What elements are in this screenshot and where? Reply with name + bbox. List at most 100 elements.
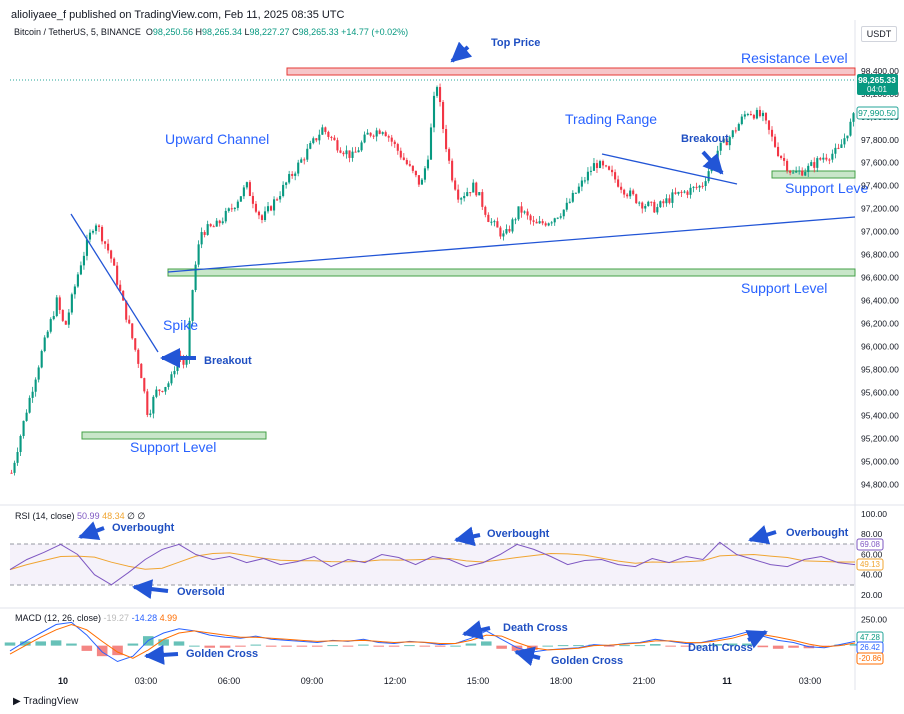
candle-body <box>523 211 526 213</box>
candle-body <box>623 189 626 195</box>
candle-body <box>245 182 248 188</box>
candle-body <box>73 286 76 295</box>
rsi-upper-band: ∅ <box>127 511 135 521</box>
candle-body <box>438 87 442 102</box>
candle-body <box>273 199 276 211</box>
candle-body <box>698 185 701 188</box>
candle-body <box>333 137 336 141</box>
breakout-trendline-left[interactable] <box>70 213 159 353</box>
candle-body <box>360 142 363 151</box>
macd-histogram-bar <box>603 645 615 647</box>
candle-body <box>837 147 840 149</box>
macd-histogram-bar <box>496 645 507 649</box>
price-tick-label: 95,800.00 <box>861 364 899 374</box>
candle-body <box>801 170 804 176</box>
candle-body <box>312 138 315 144</box>
candle-body <box>493 221 496 223</box>
candle-body <box>689 187 692 195</box>
candle-body <box>282 184 285 197</box>
candle-body <box>381 132 384 134</box>
candle-body <box>505 228 508 234</box>
candle-body <box>695 186 698 188</box>
macd-name: MACD (12, 26, close) <box>15 613 102 623</box>
candle-body <box>496 221 499 228</box>
candle-body <box>432 95 436 128</box>
price-tick-label: 95,600.00 <box>861 387 899 397</box>
macd-histogram-bar <box>265 645 277 647</box>
candle-body <box>113 258 116 266</box>
macd-golden-label-2: Golden Cross <box>551 655 623 667</box>
candle-body <box>472 182 475 193</box>
candle-body <box>107 243 110 251</box>
price-tick-label: 96,400.00 <box>861 296 899 306</box>
candle-body <box>810 162 813 166</box>
candle-body <box>354 151 357 153</box>
candle-body <box>230 208 233 210</box>
support-level-box-mid[interactable] <box>167 268 856 277</box>
candle-body <box>454 180 457 190</box>
candle-body <box>426 159 430 169</box>
trading-range-trendline[interactable] <box>601 153 738 185</box>
candle-body <box>626 194 629 197</box>
candle-body <box>445 129 448 150</box>
macd-histogram-bar <box>573 645 584 647</box>
candle-body <box>731 130 734 138</box>
currency-button[interactable]: USDT <box>861 26 897 42</box>
high-value: 98,265.34 <box>201 27 242 37</box>
candle-body <box>297 162 300 174</box>
publish-info: alioliyaee_f published on TradingView.co… <box>11 9 345 21</box>
macd-histogram-bar <box>465 643 477 646</box>
candle-body <box>149 413 152 415</box>
price-axis[interactable]: 98,400.0098,200.0098,000.0097,800.0097,6… <box>861 66 899 489</box>
candle-body <box>125 300 128 320</box>
resistance-level-box[interactable] <box>286 67 856 76</box>
support-level-box-left[interactable] <box>81 431 267 440</box>
candle-body <box>221 221 224 224</box>
macd-histogram-bar <box>434 645 446 647</box>
trading-range-label: Trading Range <box>565 111 657 127</box>
candle-body <box>583 180 586 182</box>
candle-body <box>541 221 544 224</box>
macd-histogram-bar <box>711 644 723 646</box>
tradingview-logo[interactable]: ▶ TradingView <box>13 696 78 707</box>
price-tick-label: 96,800.00 <box>861 250 899 260</box>
candle-body <box>420 179 423 185</box>
candle-body <box>58 297 61 310</box>
candle-body <box>580 180 583 187</box>
candle-body <box>396 144 399 151</box>
candle-body <box>743 114 746 117</box>
candle-body <box>520 206 523 213</box>
candle-body <box>152 396 155 414</box>
candle-body <box>13 462 16 473</box>
time-tick-label: 21:00 <box>633 676 656 686</box>
upward-channel-trendline[interactable] <box>167 216 856 273</box>
macd-histogram-bar <box>96 645 108 657</box>
candle-body <box>614 172 617 180</box>
rsi-line <box>9 541 856 586</box>
macd-histogram-bar <box>127 643 139 646</box>
candle-body <box>25 412 28 421</box>
candle-body <box>457 189 460 200</box>
price-tick-label: 96,200.00 <box>861 319 899 329</box>
candle-body <box>423 168 427 180</box>
candle-body <box>119 284 122 291</box>
macd-histogram-bar <box>219 645 231 648</box>
candle-body <box>773 136 777 147</box>
candle-body <box>288 174 291 183</box>
rsi-overbought-label-2: Overbought <box>487 528 550 540</box>
candle-body <box>529 215 532 221</box>
time-axis[interactable]: 10 03:00 06:00 09:00 12:00 15:00 18:00 21:00 11 0… <box>58 676 821 686</box>
candle-body <box>70 294 73 313</box>
candle-body <box>761 112 765 117</box>
candle-body <box>411 165 414 171</box>
candle-body <box>562 209 565 217</box>
candle-body <box>16 452 19 463</box>
price-tick-label: 98,400.00 <box>861 66 899 76</box>
time-tick-label: 03:00 <box>799 676 822 686</box>
support-level-box-right[interactable] <box>771 170 856 179</box>
macd-histogram-bar <box>4 642 16 646</box>
candle-body <box>737 124 740 131</box>
candle-body <box>834 147 837 154</box>
candle-body <box>91 231 95 233</box>
